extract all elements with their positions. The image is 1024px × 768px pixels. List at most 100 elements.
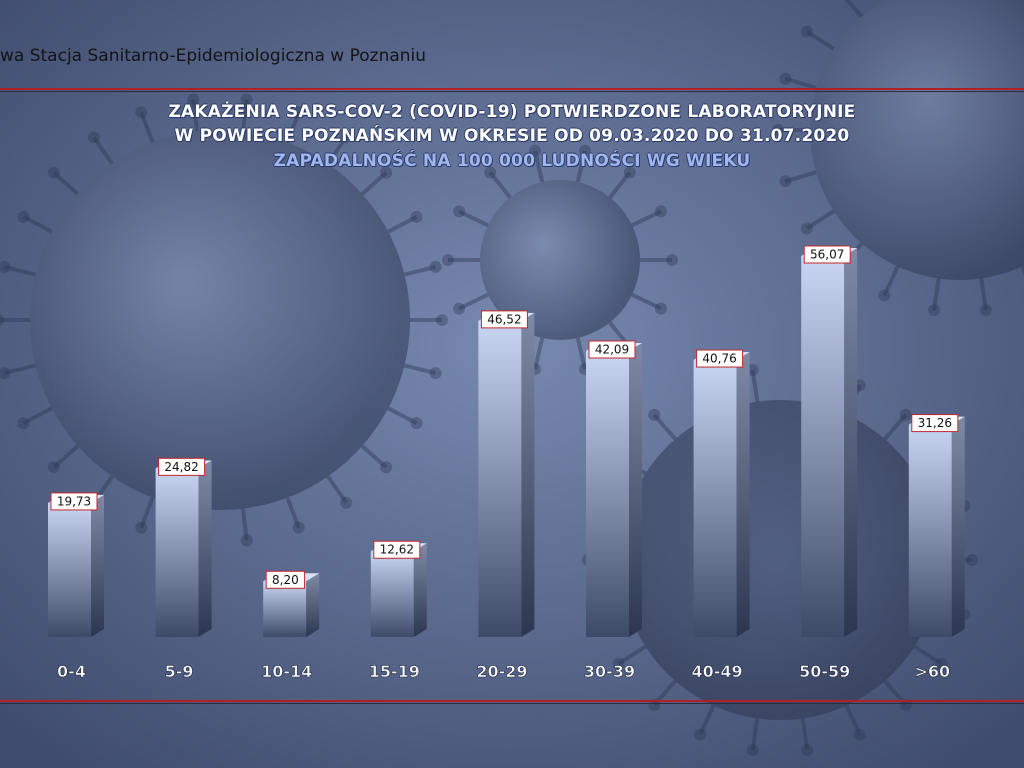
data-label-box (696, 349, 744, 368)
virus-spike-tip (746, 744, 759, 757)
virus-spike-tip (340, 496, 353, 509)
virus-spike-tip (623, 166, 636, 179)
virus-spike-tip (0, 314, 4, 326)
virus-shape-right-top (810, 0, 1024, 280)
virus-spike-tip (240, 93, 253, 106)
virus-spike-tip (47, 166, 60, 179)
virus-spike-tip (612, 657, 625, 670)
data-label: 8,20 (272, 573, 299, 587)
bar-side-20-29 (521, 312, 535, 637)
virus-spike-tip (484, 166, 497, 179)
virus-spike (575, 337, 587, 370)
bar-side-50-59 (844, 248, 858, 637)
virus-spike-tip (899, 699, 912, 712)
bar-10-14 (263, 581, 307, 637)
category-label: 5-9 (165, 662, 194, 681)
virus-spike (458, 292, 489, 311)
virus-spike-tip (442, 254, 454, 266)
virus-spike-tip (135, 521, 148, 534)
virus-spike (883, 413, 908, 441)
data-label-box (373, 540, 421, 559)
data-label: 12,62 (380, 543, 414, 557)
category-label: 15-19 (369, 662, 420, 681)
category-label: >60 (914, 662, 950, 681)
virus-spike (404, 264, 437, 277)
virus-spike (92, 136, 114, 165)
virus-spike (913, 644, 943, 666)
virus-spike-tip (429, 367, 442, 380)
virus-spike-tip (47, 461, 60, 474)
top-red-line (0, 88, 1024, 90)
virus-spike (784, 76, 817, 90)
virus-spike (360, 171, 388, 196)
virus-spike (652, 413, 677, 441)
virus-spike-tip (935, 657, 948, 670)
chart-title-line1: ZAKAŻENIA SARS-COV-2 (COVID-19) POTWIERD… (168, 102, 856, 122)
category-label: 10-14 (261, 662, 312, 681)
virus-spike-tip (801, 744, 814, 757)
virus-spike (3, 264, 36, 277)
virus-spike-tip (746, 363, 759, 376)
virus-spike-tip (17, 417, 30, 430)
bar-20-29 (478, 320, 522, 637)
virus-spike-tip (979, 304, 992, 317)
virus-spike (979, 278, 988, 311)
data-label: 40,76 (702, 352, 736, 366)
virus-spike (533, 337, 545, 370)
category-label: 50-59 (799, 662, 850, 681)
category-label: 30-39 (584, 662, 635, 681)
virus-spike-tip (578, 144, 591, 157)
chart-subtitle: ZAPADALNOŚĆ NA 100 000 LUDNOŚCI WG WIEKU (273, 151, 751, 171)
category-label: 0-4 (57, 662, 86, 681)
virus-spike (784, 170, 817, 184)
virus-shape-left (30, 130, 410, 510)
bar-side-0-4 (91, 494, 104, 637)
bar-side-40-49 (736, 352, 750, 637)
virus-spike-tip (648, 408, 661, 421)
virus-spike (805, 209, 835, 231)
virus-spike (750, 369, 760, 402)
virus-spike-tip (292, 521, 305, 534)
virus-spike (617, 644, 647, 666)
bar-side-10-14 (306, 573, 320, 637)
virus-spike (285, 111, 301, 144)
data-label: 24,82 (164, 460, 198, 474)
bar-side-15-19 (413, 543, 427, 637)
virus-spike-tip (453, 205, 466, 218)
data-label: 31,26 (918, 416, 952, 430)
virus-spike-tip (0, 367, 11, 380)
virus-spike-tip (779, 72, 792, 85)
virus-spike (139, 496, 155, 529)
virus-spike-tip (529, 144, 542, 157)
virus-spike (326, 475, 348, 504)
virus-spike-tip (779, 175, 792, 188)
bottom-dark-line (0, 703, 1024, 704)
virus-spike (387, 406, 418, 425)
data-label: 42,09 (595, 342, 629, 356)
category-label: 40-49 (692, 662, 743, 681)
virus-spike (3, 363, 36, 376)
virus-spike-tip (240, 534, 253, 547)
virus-spike-tip (800, 222, 813, 235)
bar-side-5-9 (198, 460, 212, 637)
virus-spike-tip (928, 304, 941, 317)
virus-spike (882, 265, 900, 297)
data-label-box (803, 245, 851, 264)
virus-spike (22, 215, 53, 234)
virus-spike-tip (878, 289, 891, 302)
virus-spike (52, 444, 80, 469)
virus-spike (22, 406, 53, 425)
data-label-box (158, 457, 206, 476)
virus-spike (800, 718, 810, 751)
bar-side->60 (951, 416, 965, 637)
virus-spike-tip (654, 302, 667, 315)
virus-spike (404, 363, 437, 376)
virus-spike-tip (292, 106, 305, 119)
data-label: 56,07 (810, 248, 844, 262)
virus-spike-tip (87, 131, 100, 144)
data-label-box (911, 414, 959, 433)
virus-spike-tip (0, 260, 11, 273)
virus-spike (52, 171, 80, 196)
virus-spike-tip (654, 205, 667, 218)
